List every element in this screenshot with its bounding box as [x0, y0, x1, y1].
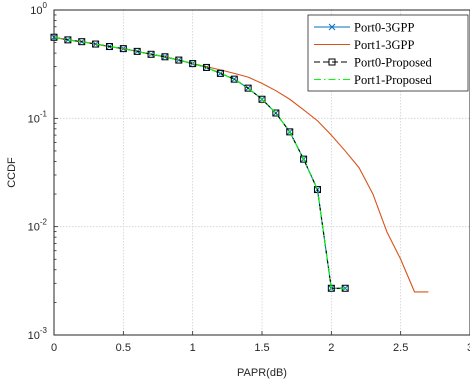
x-axis-label: PAPR(dB)	[237, 367, 287, 379]
axis-ticks: 0 0.5 1 1.5 2 2.5 3 10-3 10-2 10-1 100	[28, 1, 470, 354]
x-tick-label: 1	[190, 342, 196, 354]
data-point-marker	[286, 128, 294, 136]
legend-box	[307, 14, 469, 92]
legend: Port0-3GPP Port1-3GPP Port0-Proposed Port1-…	[307, 14, 469, 92]
data-point-marker	[133, 47, 141, 55]
x-tick-label: 2.5	[393, 342, 408, 354]
x-tick-label: 0.5	[116, 342, 131, 354]
legend-marker	[328, 58, 336, 66]
y-axis-label: CCDF	[6, 157, 18, 188]
data-point-marker	[258, 95, 266, 103]
legend-label: Port0-3GPP	[354, 21, 414, 35]
data-point-marker	[300, 155, 308, 163]
series-line	[53, 36, 346, 289]
y-tick-label: 100	[30, 1, 47, 17]
x-tick-label: 1.5	[254, 342, 269, 354]
data-point-marker	[216, 69, 224, 77]
x-tick-label: 3	[467, 342, 470, 354]
data-point-marker	[189, 60, 197, 68]
x-tick-label: 0	[51, 342, 57, 354]
legend-label: Port1-3GPP	[354, 38, 414, 52]
legend-label: Port1-Proposed	[354, 73, 433, 87]
data-point-marker	[244, 84, 252, 92]
legend-marker	[328, 23, 336, 31]
data-point-marker	[161, 53, 169, 61]
y-tick-label: 10-2	[28, 218, 48, 234]
data-point-marker	[203, 63, 211, 71]
data-point-marker	[230, 75, 238, 83]
series-group	[50, 33, 429, 293]
legend-item: Port0-Proposed	[314, 56, 433, 70]
y-tick-label: 10-3	[28, 326, 48, 342]
legend-item: Port0-3GPP	[314, 21, 414, 35]
data-point-marker	[175, 56, 183, 64]
legend-item: Port1-3GPP	[314, 38, 414, 52]
data-point-marker	[119, 45, 127, 53]
series-port1-proposed	[53, 36, 346, 289]
x-tick-label: 2	[328, 342, 334, 354]
y-tick-label: 10-1	[28, 109, 48, 125]
legend-item: Port1-Proposed	[314, 73, 433, 87]
legend-label: Port0-Proposed	[354, 56, 433, 70]
data-point-marker	[272, 109, 280, 117]
